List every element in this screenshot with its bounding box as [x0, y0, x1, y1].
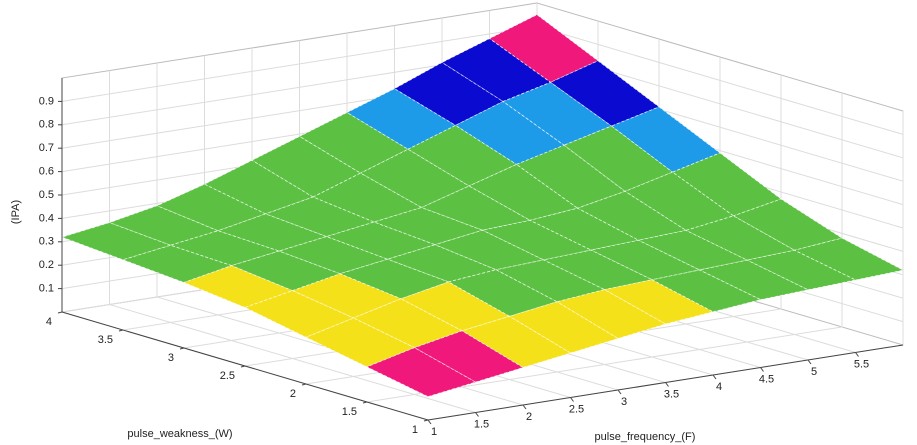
z-tick-label: 0.1 — [39, 283, 54, 295]
surface-patch — [407, 124, 518, 187]
z-tick-label: 0.4 — [39, 212, 54, 224]
z-axis-label: (IPA) — [10, 200, 22, 224]
surface-patch — [603, 279, 715, 325]
z-tick-label: 0.3 — [39, 236, 54, 248]
surface-patch — [277, 236, 389, 275]
surface-patch — [508, 301, 619, 354]
z-tick-label: 0.2 — [39, 259, 54, 271]
x-tick-label: 4 — [716, 381, 722, 393]
z-tick-label: 0.6 — [39, 166, 54, 178]
x-tick-label: 1.5 — [474, 418, 489, 430]
surface-patch — [352, 298, 463, 349]
y-tick-label: 1 — [412, 424, 418, 436]
surface-patch — [182, 265, 294, 308]
surface-patch — [549, 60, 660, 127]
surface-patch — [372, 207, 484, 246]
surface-patch — [230, 250, 342, 292]
surface-patch — [243, 290, 355, 338]
x-tick-label: 5 — [811, 366, 817, 378]
y-tick-label: 1.5 — [342, 406, 357, 418]
x-tick-label: 2.5 — [569, 403, 584, 415]
z-tick-label: 0.9 — [39, 95, 54, 107]
x-tick — [522, 404, 527, 410]
z-tick-label: 0.8 — [39, 119, 54, 131]
x-axis-label: pulse_frequency_(F) — [595, 431, 696, 443]
x-tick-label: 3.5 — [664, 388, 679, 400]
x-tick-label: 4.5 — [759, 373, 774, 385]
surface-patch — [441, 38, 552, 102]
surface-patch — [400, 281, 511, 332]
surface-patch — [515, 144, 626, 209]
grid-line — [366, 93, 843, 403]
x-tick — [427, 419, 432, 425]
y-tick-label: 3.5 — [98, 334, 113, 346]
x-tick-label: 5.5 — [854, 358, 869, 370]
x-tick — [807, 359, 812, 365]
surface-patch — [359, 148, 470, 208]
x-tick — [617, 389, 622, 395]
surface-patch — [454, 101, 565, 165]
surface-patch — [312, 172, 423, 223]
surface-patch — [325, 221, 437, 260]
surface-patch — [386, 244, 498, 283]
y-tick-label: 2.5 — [220, 370, 235, 382]
x-axis — [427, 344, 904, 421]
surface-patch — [264, 196, 376, 238]
surface-patch — [563, 125, 674, 192]
y-axis — [61, 311, 429, 421]
x-tick-label: 2 — [526, 411, 532, 423]
surface-patch — [393, 61, 504, 126]
x-tick-label: 3 — [621, 396, 627, 408]
x-tick — [855, 352, 859, 357]
x-tick — [475, 412, 479, 417]
surface-patch — [413, 330, 524, 383]
surface-patch — [610, 106, 721, 173]
x-tick — [760, 367, 764, 372]
x-tick — [570, 397, 574, 402]
y-axis-label: pulse_weakness_(W) — [127, 428, 232, 440]
y-tick-label: 2 — [290, 388, 296, 400]
surface-patch — [366, 347, 477, 398]
x-tick — [712, 374, 717, 380]
surface-patch — [650, 269, 762, 313]
x-tick — [665, 382, 669, 387]
surface-patch — [461, 315, 572, 368]
z-tick-label: 0.5 — [39, 189, 54, 201]
x-tick-label: 1 — [431, 426, 437, 438]
surface-patch — [60, 222, 172, 261]
y-tick — [57, 311, 63, 314]
y-tick-label: 4 — [46, 316, 52, 328]
surface-patch — [671, 152, 782, 217]
surface-patch — [305, 317, 416, 368]
y-tick-label: 3 — [168, 352, 174, 364]
surface-patch — [291, 273, 403, 319]
z-tick-label: 0.7 — [39, 142, 54, 154]
surface-patch — [121, 244, 233, 283]
surface-patch — [793, 237, 905, 281]
